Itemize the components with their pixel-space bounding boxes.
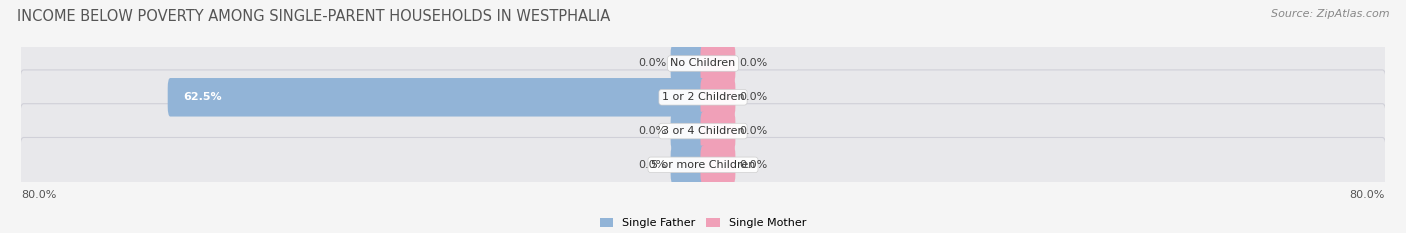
Text: 1 or 2 Children: 1 or 2 Children — [662, 92, 744, 102]
Text: Source: ZipAtlas.com: Source: ZipAtlas.com — [1271, 9, 1389, 19]
Text: 3 or 4 Children: 3 or 4 Children — [662, 126, 744, 136]
Text: No Children: No Children — [671, 58, 735, 69]
FancyBboxPatch shape — [20, 137, 1386, 192]
FancyBboxPatch shape — [700, 44, 735, 83]
FancyBboxPatch shape — [20, 36, 1386, 91]
Text: 62.5%: 62.5% — [183, 92, 222, 102]
FancyBboxPatch shape — [167, 78, 706, 116]
FancyBboxPatch shape — [671, 146, 706, 184]
FancyBboxPatch shape — [700, 78, 735, 116]
Text: 80.0%: 80.0% — [21, 190, 56, 200]
FancyBboxPatch shape — [20, 104, 1386, 158]
FancyBboxPatch shape — [671, 44, 706, 83]
Text: 0.0%: 0.0% — [740, 126, 768, 136]
Legend: Single Father, Single Mother: Single Father, Single Mother — [596, 214, 810, 233]
Text: 0.0%: 0.0% — [740, 160, 768, 170]
Text: 5 or more Children: 5 or more Children — [651, 160, 755, 170]
Text: INCOME BELOW POVERTY AMONG SINGLE-PARENT HOUSEHOLDS IN WESTPHALIA: INCOME BELOW POVERTY AMONG SINGLE-PARENT… — [17, 9, 610, 24]
FancyBboxPatch shape — [700, 146, 735, 184]
FancyBboxPatch shape — [671, 112, 706, 150]
Text: 80.0%: 80.0% — [1350, 190, 1385, 200]
Text: 0.0%: 0.0% — [638, 126, 666, 136]
Text: 0.0%: 0.0% — [638, 58, 666, 69]
Text: 0.0%: 0.0% — [638, 160, 666, 170]
FancyBboxPatch shape — [700, 112, 735, 150]
Text: 0.0%: 0.0% — [740, 58, 768, 69]
FancyBboxPatch shape — [20, 70, 1386, 125]
Text: 0.0%: 0.0% — [740, 92, 768, 102]
